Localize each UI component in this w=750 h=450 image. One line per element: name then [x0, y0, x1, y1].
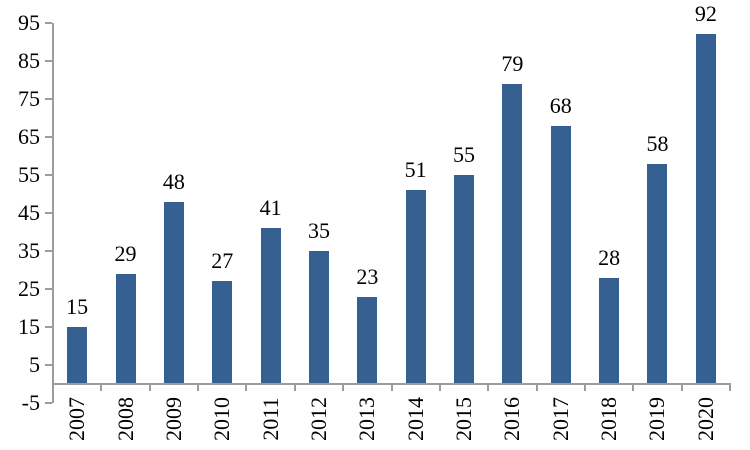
bar-value-label: 79	[501, 50, 524, 76]
bar	[550, 125, 571, 385]
bar	[67, 327, 88, 385]
bar-value-label: 27	[211, 248, 234, 274]
bar	[260, 228, 281, 385]
bar	[115, 273, 136, 385]
x-axis-category-label: 2015	[451, 397, 477, 441]
y-axis-tick	[45, 250, 52, 252]
y-axis-tick	[45, 136, 52, 138]
x-axis-tick	[148, 385, 151, 391]
x-axis-tick	[583, 385, 586, 391]
x-axis-tick	[680, 385, 683, 391]
y-axis-tick-label: 15	[18, 314, 40, 339]
x-axis-category-label: 2010	[209, 397, 235, 441]
x-axis-line	[52, 383, 731, 385]
x-axis-category-label: 2020	[692, 397, 718, 441]
y-axis-tick-label: 35	[18, 238, 40, 263]
bar	[454, 175, 475, 385]
bar-value-label: 29	[114, 240, 137, 266]
y-axis-tick	[45, 22, 52, 24]
x-axis-category-label: 2009	[160, 397, 186, 441]
bar-value-label: 48	[162, 168, 185, 194]
y-axis-tick	[45, 98, 52, 100]
bar-value-label: 92	[694, 1, 717, 27]
x-axis-tick	[438, 385, 441, 391]
x-axis-tick	[245, 385, 248, 391]
bar	[599, 277, 620, 385]
bar	[212, 281, 233, 385]
x-axis-tick	[729, 385, 731, 391]
x-axis-category-label: 2014	[402, 397, 428, 441]
bar	[405, 190, 426, 385]
y-axis-tick	[45, 288, 52, 290]
y-axis-tick-label: -5	[21, 390, 40, 415]
bar	[647, 163, 668, 385]
x-axis-category-label: 2017	[547, 397, 573, 441]
bar-value-label: 51	[404, 157, 427, 183]
y-axis-tick	[45, 60, 52, 62]
y-axis-tick-label: 55	[18, 162, 40, 187]
bar	[357, 296, 378, 385]
x-axis-tick	[390, 385, 393, 391]
y-axis-tick	[45, 364, 52, 366]
y-axis-tick-label: 65	[18, 124, 40, 149]
x-axis-tick	[52, 385, 54, 391]
bar-value-label: 68	[549, 92, 572, 118]
y-axis-tick-label: 95	[18, 10, 40, 35]
x-axis-category-label: 2008	[112, 397, 138, 441]
bar-value-label: 41	[259, 195, 282, 221]
x-axis-tick	[487, 385, 490, 391]
bar-value-label: 58	[646, 130, 669, 156]
bar-value-label: 23	[356, 263, 379, 289]
y-axis-tick	[45, 326, 52, 328]
x-axis-tick	[197, 385, 200, 391]
x-axis-category-label: 2007	[64, 397, 90, 441]
y-axis-tick-label: 45	[18, 200, 40, 225]
x-axis-category-label: 2018	[596, 397, 622, 441]
x-axis-category-label: 2013	[354, 397, 380, 441]
y-axis-tick	[45, 174, 52, 176]
x-axis-tick	[632, 385, 635, 391]
y-axis-line	[52, 23, 54, 403]
y-axis-tick	[45, 212, 52, 214]
bar	[695, 34, 716, 385]
bar-value-label: 35	[307, 218, 330, 243]
y-axis-tick-label: 85	[18, 48, 40, 73]
bar-value-label: 55	[453, 142, 476, 167]
y-axis-tick	[45, 402, 52, 404]
x-axis-category-label: 2011	[257, 397, 283, 441]
bar	[502, 83, 523, 385]
y-axis-tick-label: 25	[18, 276, 40, 301]
bar	[163, 201, 184, 385]
x-axis-category-label: 2016	[499, 397, 525, 441]
x-axis-tick	[342, 385, 345, 391]
x-axis-tick	[535, 385, 538, 391]
bar	[308, 251, 329, 385]
bar-value-label: 15	[66, 294, 89, 319]
x-axis-tick	[293, 385, 296, 391]
x-axis-category-label: 2019	[644, 397, 670, 441]
x-axis-category-label: 2012	[305, 397, 331, 441]
y-axis-tick-label: 75	[18, 86, 40, 111]
y-axis-tick-label: 5	[29, 352, 40, 377]
bar-value-label: 28	[598, 244, 621, 270]
x-axis-tick	[100, 385, 103, 391]
